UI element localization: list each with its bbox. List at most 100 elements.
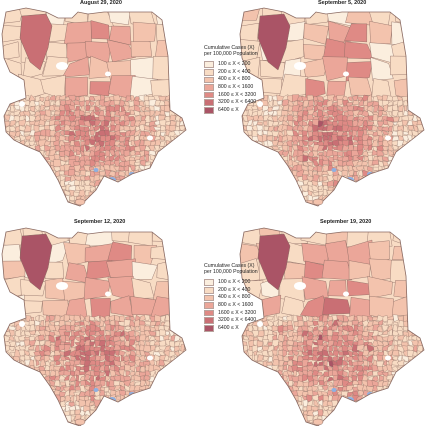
region-tile [347, 409, 355, 418]
region-tile [184, 359, 186, 367]
region-tile [361, 115, 370, 122]
region-tile [402, 199, 408, 206]
panel-title-sep19: September 19, 2020 [320, 219, 372, 225]
region-tile [164, 175, 171, 181]
region-tile [118, 419, 125, 426]
region-tile [159, 409, 167, 417]
region-tile [50, 174, 55, 183]
region-tile [18, 190, 26, 197]
region-tile [412, 195, 419, 202]
region-tile [99, 371, 106, 377]
region-tile [169, 420, 176, 426]
region-tile [134, 325, 140, 331]
region-tile [341, 200, 350, 206]
region-tile [397, 180, 404, 187]
region-tile [144, 106, 150, 112]
county-regions [2, 228, 186, 426]
region-tile [99, 189, 106, 198]
region-tile [24, 419, 30, 426]
region-tile [94, 350, 100, 356]
region-tile [14, 199, 22, 206]
region-tile [73, 359, 81, 366]
water-body [331, 388, 337, 392]
region-tile [261, 195, 268, 202]
region-tile [58, 194, 66, 203]
region-tile [128, 405, 136, 412]
region-tile [256, 199, 265, 206]
region-tile [322, 200, 330, 206]
region-tile [39, 170, 47, 177]
region-tile [33, 374, 42, 382]
region-tile [44, 185, 52, 192]
county-outline [1, 7, 187, 207]
region-tile [256, 146, 262, 151]
region-tile [407, 170, 414, 178]
region-tile [271, 174, 280, 180]
region-tile [109, 185, 117, 192]
region-tile [33, 184, 42, 192]
region-tile [184, 364, 186, 371]
region-tile [243, 155, 249, 162]
region-tile [240, 199, 245, 206]
region-tile [381, 405, 388, 413]
region-tile [183, 170, 186, 178]
region-tile [59, 421, 67, 426]
region-tile [28, 376, 35, 382]
region-tile [272, 397, 280, 403]
region-tile [154, 119, 161, 126]
region-tile [259, 154, 264, 163]
region-tile [292, 404, 300, 413]
region-tile [422, 195, 424, 202]
region-tile [416, 404, 424, 412]
region-tile [282, 194, 289, 203]
region-tile [391, 195, 399, 203]
region-tile [422, 404, 424, 413]
region-tile [98, 130, 106, 137]
region-tile [422, 100, 424, 106]
region-tile [297, 395, 303, 402]
region-tile [45, 410, 52, 417]
region-tile [376, 354, 384, 362]
region-tile [20, 201, 26, 206]
region-tile [376, 190, 383, 197]
region-tile [363, 201, 370, 206]
region-tile [248, 335, 254, 342]
region-tile [48, 410, 56, 418]
region-tile [381, 110, 388, 115]
region-tile [386, 187, 395, 191]
region-tile [103, 387, 109, 393]
region-tile [303, 179, 310, 186]
region-tile [109, 406, 116, 413]
region-tile [23, 324, 32, 332]
no-data-area [19, 321, 25, 327]
region-tile [363, 189, 370, 198]
region-tile [242, 135, 249, 143]
region-tile [184, 336, 186, 343]
region-tile [185, 400, 186, 407]
region-tile [247, 380, 254, 387]
region-tile [413, 99, 419, 107]
region-tile [317, 350, 324, 358]
region-tile [347, 314, 355, 322]
region-tile [397, 99, 403, 107]
region-tile [163, 410, 171, 418]
region-tile [240, 179, 245, 188]
region-tile [372, 190, 379, 197]
region-tile [170, 200, 175, 206]
region-tile [292, 140, 299, 145]
region-tile [183, 156, 186, 162]
region-tile [173, 200, 181, 206]
region-tile [271, 406, 279, 413]
region-tile [10, 159, 17, 168]
region-tile [251, 400, 260, 407]
region-tile [282, 325, 289, 332]
region-tile [68, 380, 76, 385]
region-tile [336, 415, 344, 421]
region-tile [155, 180, 160, 188]
region-tile [402, 169, 410, 177]
region-tile [283, 374, 288, 382]
region-tile [180, 405, 184, 413]
region-tile [416, 411, 424, 416]
region-tile [185, 134, 186, 143]
region-tile [59, 186, 67, 190]
